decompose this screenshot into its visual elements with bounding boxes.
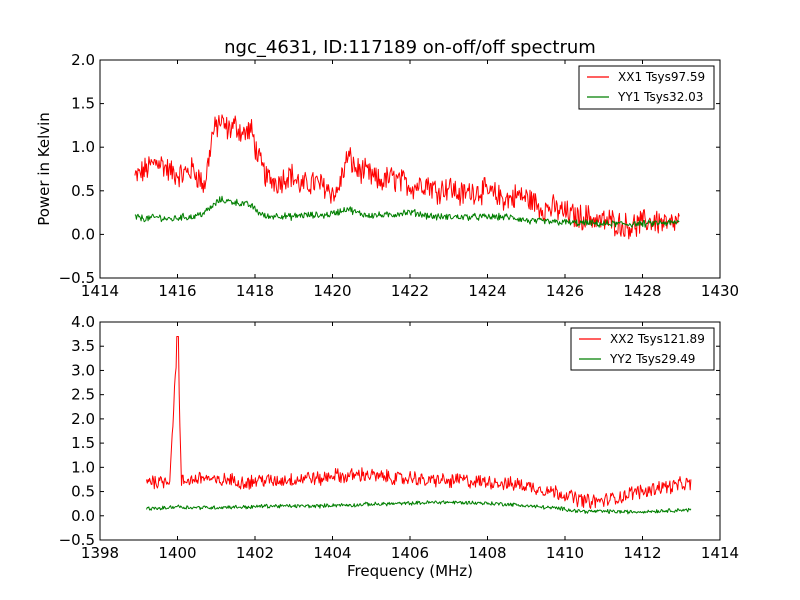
x-tick-label: 1404: [313, 544, 351, 562]
y-tick-label: 3.0: [71, 361, 95, 379]
x-tick-label: 1408: [468, 544, 506, 562]
x-tick-label: 1398: [81, 544, 119, 562]
y-axis-label: Power in Kelvin: [35, 112, 53, 226]
series-group: [146, 336, 692, 515]
y-tick-label: 3.5: [71, 337, 95, 355]
y-tick-label: 1.0: [71, 138, 95, 156]
chart-panel-2: 1398 1400 1402 1404 1406 1408 1410 1412 1414 −0.5…: [59, 313, 740, 580]
x-tick-label: 1414: [701, 544, 739, 562]
y-tick-label: 4.0: [71, 313, 95, 331]
y-tick-label: 0.5: [71, 182, 95, 200]
x-tick-label: 1400: [158, 544, 196, 562]
legend-box: [570, 327, 715, 371]
y-tick-label: −0.5: [59, 269, 95, 287]
y-tick-label: 1.5: [71, 95, 95, 113]
series-line-2: [146, 500, 692, 515]
x-tick-label: 1428: [623, 282, 661, 300]
legend: XX1 Tsys97.59 YY1 Tsys32.03: [578, 65, 715, 110]
legend-label: XX1 Tsys97.59: [618, 70, 705, 84]
y-tick-label: 0.0: [71, 225, 95, 243]
x-tick-label: 1418: [236, 282, 274, 300]
x-tick-label: 1416: [158, 282, 196, 300]
y-tick-label: 0.0: [71, 507, 95, 525]
y-tick-label: −0.5: [59, 531, 95, 549]
legend-label: YY1 Tsys32.03: [617, 90, 703, 104]
y-tick-label: 1.5: [71, 434, 95, 452]
chart-title: ngc_4631, ID:117189 on-off/off spectrum: [224, 37, 596, 58]
series-line-2: [134, 195, 680, 228]
panels: 1414 1416 1418 1420 1422 1424 1426 1428 1430 −0.5…: [35, 37, 739, 580]
series-line-1: [134, 114, 680, 240]
x-tick-label: 1424: [468, 282, 506, 300]
legend-label: YY2 Tsys29.49: [609, 352, 695, 366]
series-line-1: [146, 336, 692, 509]
x-tick-label: 1410: [546, 544, 584, 562]
y-tick-label: 2.0: [71, 51, 95, 69]
x-tick-label: 1426: [546, 282, 584, 300]
y-tick-label: 2.5: [71, 386, 95, 404]
x-tick-label: 1402: [236, 544, 274, 562]
y-tick-label: 1.0: [71, 458, 95, 476]
y-tick-label: 2.0: [71, 410, 95, 428]
x-tick-label: 1414: [81, 282, 119, 300]
x-tick-label: 1422: [391, 282, 429, 300]
x-tick-label: 1420: [313, 282, 351, 300]
chart-panel-1: 1414 1416 1418 1420 1422 1424 1426 1428 1430 −0.5…: [35, 37, 739, 300]
x-tick-label: 1406: [391, 544, 429, 562]
legend-label: XX2 Tsys121.89: [610, 332, 705, 346]
y-tick-label: 0.5: [71, 483, 95, 501]
legend: XX2 Tsys121.89 YY2 Tsys29.49: [570, 327, 715, 371]
series-group: [134, 114, 680, 240]
x-axis-label: Frequency (MHz): [347, 562, 473, 580]
legend-box: [578, 65, 715, 110]
x-tick-label: 1430: [701, 282, 739, 300]
x-tick-label: 1412: [623, 544, 661, 562]
